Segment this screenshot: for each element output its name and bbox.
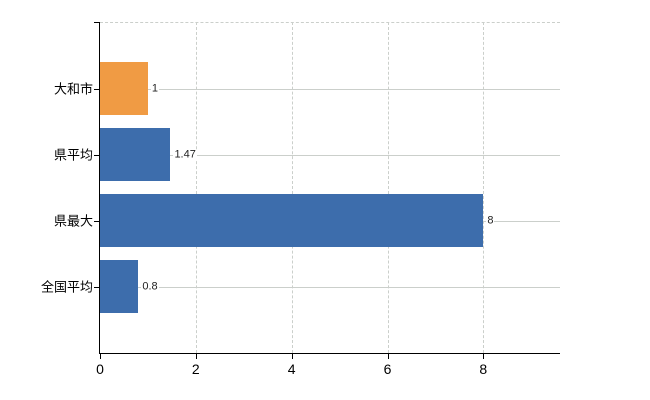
value-label: 1.47 — [173, 148, 197, 160]
value-label: 8 — [486, 214, 495, 226]
x-tick-label: 2 — [191, 361, 200, 377]
y-axis-tick — [94, 286, 99, 288]
bar-県最大 — [100, 194, 484, 247]
y-axis-tick — [94, 88, 99, 90]
bar-県平均 — [100, 128, 171, 181]
y-axis-line — [99, 22, 100, 354]
category-label: 大和市 — [53, 81, 93, 96]
value-label: 0.8 — [141, 280, 159, 292]
vertical-gridline — [195, 22, 197, 353]
y-axis-tick — [94, 220, 99, 222]
category-label: 県最大 — [53, 213, 93, 228]
plot-top-border — [100, 22, 560, 23]
x-tick-label: 0 — [96, 361, 104, 377]
x-tick-label: 4 — [287, 361, 296, 377]
y-axis-end-tick — [94, 22, 99, 23]
bar-全国平均 — [100, 260, 139, 313]
y-axis-tick — [94, 154, 99, 156]
horizontal-gridline — [100, 286, 560, 288]
horizontal-gridline — [100, 154, 560, 156]
plot-area: 0 2 4 6 8 大和市 1 県平均 1.47 県最大 8 全国平均 0.8 — [41, 22, 560, 376]
x-axis-tick — [195, 354, 197, 359]
x-axis-line — [99, 353, 560, 354]
vertical-gridline — [291, 22, 293, 353]
horizontal-gridline — [100, 88, 560, 90]
category-label: 県平均 — [53, 147, 93, 162]
bar-大和市 — [100, 62, 148, 115]
x-tick-label: 8 — [479, 361, 488, 377]
vertical-gridline — [483, 22, 485, 353]
vertical-gridline — [387, 22, 389, 353]
category-label: 全国平均 — [40, 279, 93, 294]
x-axis-tick — [387, 354, 389, 359]
x-tick-label: 6 — [383, 361, 392, 377]
x-axis-tick — [483, 354, 485, 359]
x-axis-tick — [100, 354, 101, 359]
x-axis-tick — [291, 354, 293, 359]
value-label: 1 — [150, 82, 160, 94]
